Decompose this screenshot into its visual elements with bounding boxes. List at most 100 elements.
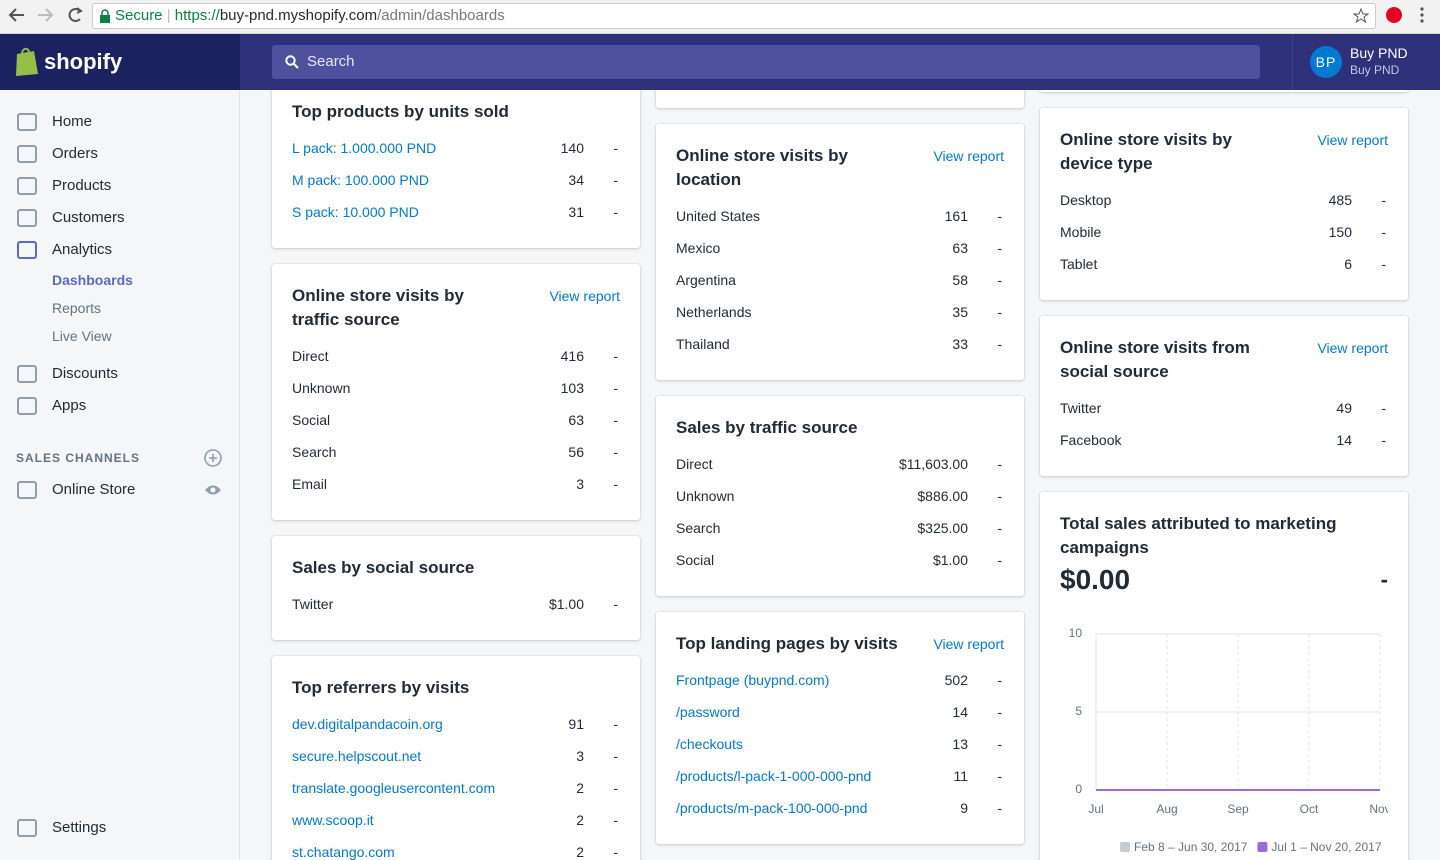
nav-item[interactable]: Home: [52, 113, 93, 130]
report-row: Direct 416 -: [292, 340, 620, 372]
row-link[interactable]: /products/m-pack-100-000-pnd: [676, 800, 868, 816]
nav-subitem[interactable]: Dashboards: [52, 272, 133, 288]
row-link[interactable]: dev.digitalpandacoin.org: [292, 716, 443, 732]
icon-shape: [17, 397, 37, 415]
x-tick-label: Jul: [1088, 802, 1103, 816]
chart: 0 5 10 Jul Aug Sep Oct Nov Feb 8 – Jun 30, 2017 J…: [1069, 626, 1388, 854]
column: Top products by units sold L pack: 1.000.…: [272, 90, 640, 860]
lock-icon: [100, 9, 110, 23]
report-row: translate.googleusercontent.com 2 -: [292, 772, 620, 804]
view-channel[interactable]: [204, 484, 222, 496]
report-row: Facebook 14 -: [1060, 424, 1388, 456]
report-row: Twitter 49 -: [1060, 392, 1388, 424]
row-link[interactable]: /products/l-pack-1-000-000-pnd: [676, 768, 872, 784]
row-value: $1.00: [932, 552, 968, 568]
row-change: -: [997, 336, 1002, 352]
view-report-link[interactable]: View report: [549, 288, 620, 304]
browser-bar: Secure | https://buy-pnd.myshopify.com/a…: [0, 0, 1440, 34]
row-link[interactable]: st.chatango.com: [292, 844, 395, 860]
nav-item[interactable]: Customers: [52, 209, 125, 226]
row-value: 31: [568, 204, 584, 220]
report-row: Desktop 485 -: [1060, 184, 1388, 216]
card-header: Sales by social source: [292, 556, 620, 580]
search-box[interactable]: Search: [272, 45, 1260, 79]
report-row: st.chatango.com 2 -: [292, 836, 620, 860]
top-bar: shopify Search BP Buy PND Buy PND: [0, 34, 1440, 90]
row-label: Direct: [676, 456, 713, 472]
avatar: BP: [1310, 46, 1342, 78]
nav-item[interactable]: Apps: [52, 397, 87, 414]
report-row: Search 56 -: [292, 436, 620, 468]
row-link[interactable]: translate.googleusercontent.com: [292, 780, 496, 796]
row-change: -: [613, 812, 618, 828]
row-label: Email: [292, 476, 328, 492]
search-placeholder: Search: [307, 53, 355, 70]
report-row: United States 161 -: [676, 200, 1004, 232]
row-value: 49: [1336, 400, 1352, 416]
nav-subitem[interactable]: Live View: [52, 328, 112, 344]
address-bar[interactable]: Secure | https://buy-pnd.myshopify.com/a…: [92, 3, 1376, 29]
row-link[interactable]: secure.helpscout.net: [292, 748, 422, 764]
row-value: 161: [944, 208, 968, 224]
row-link[interactable]: M pack: 100.000 PND: [292, 172, 429, 188]
view-report-link[interactable]: View report: [1317, 340, 1388, 356]
report-row: Mexico 63 -: [676, 232, 1004, 264]
add-channel[interactable]: [204, 449, 222, 467]
view-report-link[interactable]: View report: [933, 148, 1004, 164]
nav-item[interactable]: Products: [52, 177, 112, 194]
report-row: www.scoop.it 2 -: [292, 804, 620, 836]
nav-icon: [17, 209, 37, 227]
legend-label: Jul 1 – Nov 20, 2017: [1271, 840, 1381, 854]
user-menu[interactable]: BP Buy PND Buy PND: [1292, 34, 1440, 90]
row-change: -: [997, 488, 1002, 504]
row-value: 6: [1344, 256, 1352, 272]
report-row: L pack: 1.000.000 PND 140 -: [292, 132, 620, 164]
icon-shape: [17, 365, 37, 383]
nav-icon: [17, 365, 37, 383]
nav-icon: [17, 145, 37, 163]
row-link[interactable]: /password: [676, 704, 740, 720]
icon-shape: [17, 177, 37, 195]
nav-item[interactable]: Online Store: [52, 481, 136, 498]
nav-item[interactable]: Settings: [52, 819, 107, 836]
nav-item[interactable]: Discounts: [52, 365, 118, 382]
row-label: United States: [676, 208, 761, 224]
card-title: Online store visits by device type: [1060, 130, 1232, 173]
icon-shape: [17, 241, 37, 259]
row-change: -: [613, 780, 618, 796]
row-change: -: [613, 716, 618, 732]
row-change: -: [997, 800, 1002, 816]
row-change: -: [997, 520, 1002, 536]
card-title: Online store visits from social source: [1060, 338, 1250, 381]
logo-bag: [16, 47, 38, 76]
legend-label: Feb 8 – Jun 30, 2017: [1134, 840, 1248, 854]
row-value: 103: [560, 380, 584, 396]
card-title: Online store visits by location: [676, 146, 848, 189]
nav-subitem[interactable]: Reports: [52, 300, 102, 316]
row-link[interactable]: L pack: 1.000.000 PND: [292, 140, 437, 156]
nav-item[interactable]: Analytics: [52, 241, 113, 258]
row-link[interactable]: /checkouts: [676, 736, 743, 752]
report-row: Search $325.00 -: [676, 512, 1004, 544]
nav-item[interactable]: Orders: [52, 145, 98, 162]
logo[interactable]: shopify: [0, 34, 240, 90]
row-link[interactable]: Frontpage (buypnd.com): [676, 672, 830, 688]
report-row: Tablet 6 -: [1060, 248, 1388, 280]
view-report-link[interactable]: View report: [933, 636, 1004, 652]
row-label: Social: [292, 412, 331, 428]
row-value: 63: [952, 240, 968, 256]
row-link[interactable]: www.scoop.it: [292, 812, 374, 828]
row-label: Desktop: [1060, 192, 1112, 208]
card-header: Online store visits by device type View r…: [1060, 128, 1388, 176]
card: [656, 90, 1024, 108]
row-change: -: [997, 304, 1002, 320]
row-link[interactable]: S pack: 10.000 PND: [292, 204, 419, 220]
star-icon[interactable]: [1353, 8, 1369, 24]
row-change: -: [613, 412, 618, 428]
card: [1040, 90, 1408, 92]
row-label: Search: [292, 444, 337, 460]
row-value: $11,603.00: [898, 456, 968, 472]
view-report-link[interactable]: View report: [1317, 132, 1388, 148]
search-icon: [285, 55, 299, 69]
row-label: Unknown: [676, 488, 735, 504]
